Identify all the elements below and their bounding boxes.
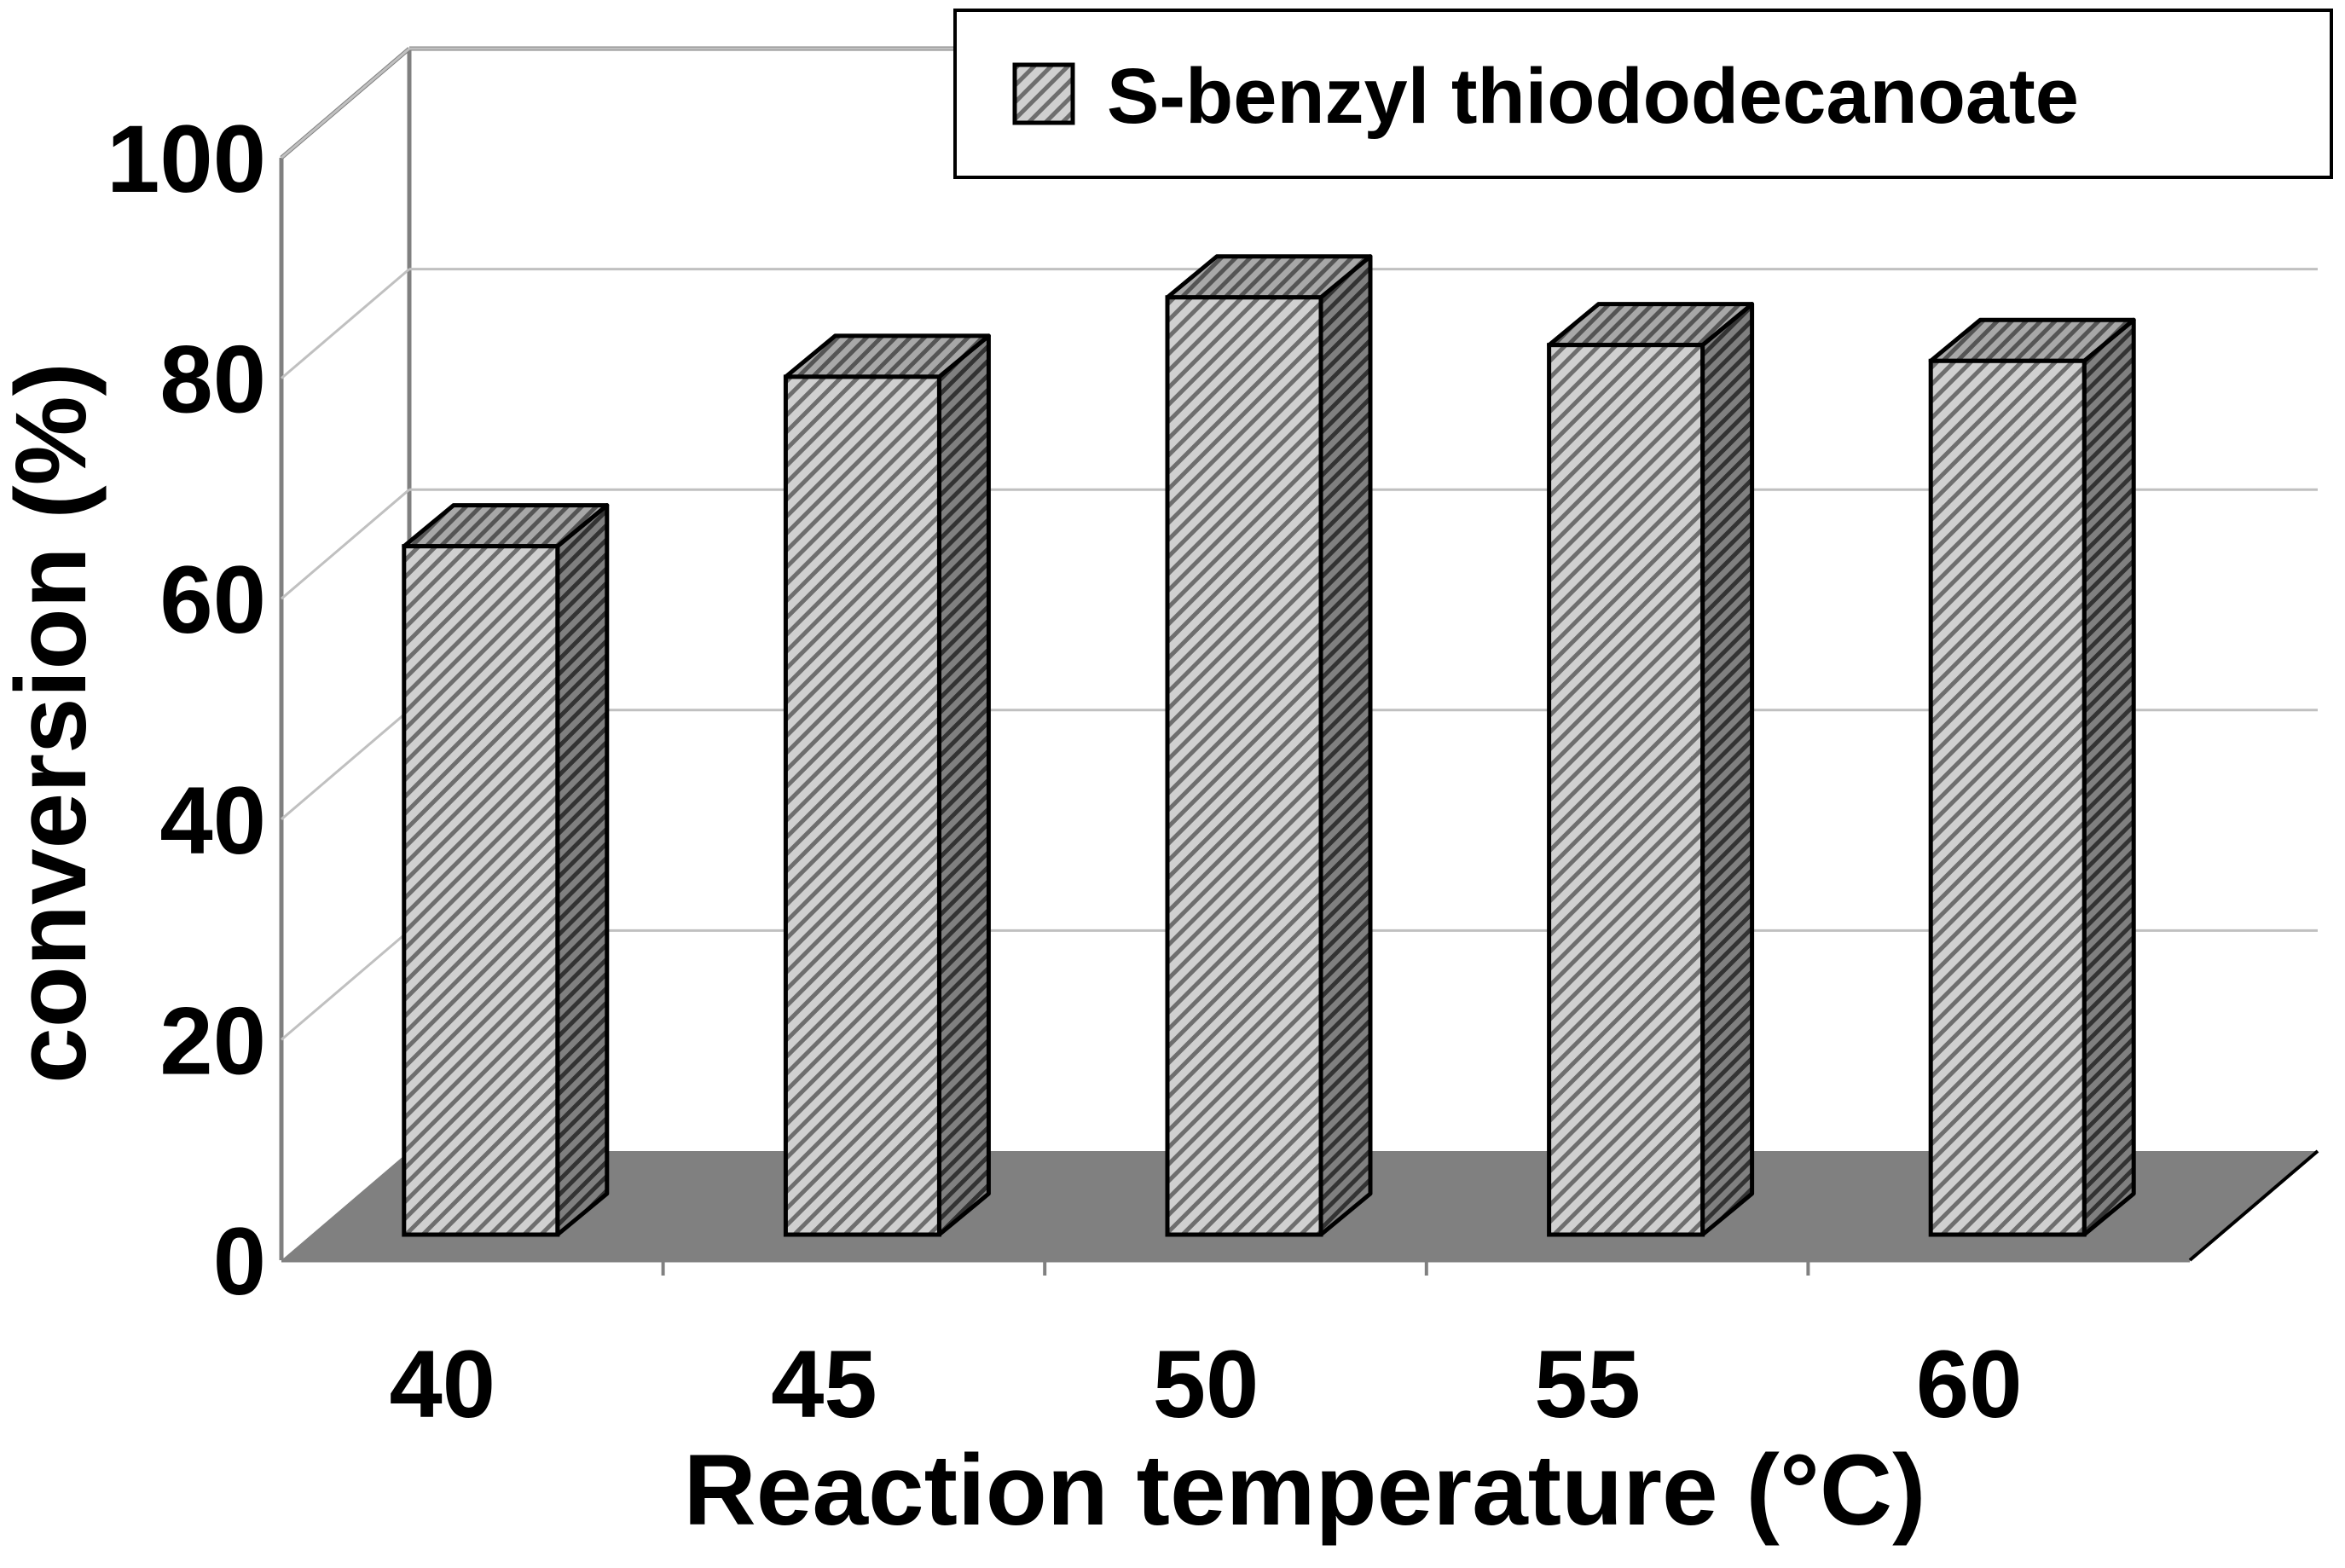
bar-40 xyxy=(402,503,610,1237)
gridline-side xyxy=(281,489,410,600)
y-tick-label: 100 xyxy=(107,106,266,212)
y-axis-ticks: 0 20 40 60 80 100 xyxy=(107,106,266,1315)
gridline-side xyxy=(281,929,410,1041)
bar-side xyxy=(936,333,991,1237)
bar-front xyxy=(1928,358,2087,1237)
gridline-side xyxy=(281,47,410,159)
y-tick-label: 20 xyxy=(159,987,266,1094)
bar-front xyxy=(1165,295,1323,1237)
gridline-side xyxy=(281,709,410,820)
bar-front xyxy=(783,374,941,1237)
bar-60 xyxy=(1928,317,2136,1237)
bar-side xyxy=(1700,302,1755,1237)
x-tick-label: 55 xyxy=(1534,1331,1641,1438)
x-tick-label: 40 xyxy=(390,1331,496,1438)
legend-swatch xyxy=(1012,62,1075,125)
floor-right-edge xyxy=(2188,1149,2319,1262)
y-tick-label: 80 xyxy=(159,327,266,433)
y-tick-label: 0 xyxy=(213,1208,266,1315)
gridline-side xyxy=(281,268,410,379)
bar-side xyxy=(1318,254,1373,1237)
bar-side xyxy=(555,503,610,1237)
bar-45 xyxy=(783,333,991,1237)
bar-front xyxy=(1547,343,1705,1237)
bars xyxy=(402,254,2136,1237)
bar-front xyxy=(402,544,560,1237)
bar-55 xyxy=(1547,302,1755,1237)
x-tick-label: 50 xyxy=(1153,1331,1259,1438)
x-axis-ticks: 40 45 50 55 60 xyxy=(390,1331,2023,1438)
legend: S-benzyl thiododecanoate xyxy=(953,9,2333,179)
y-axis-title: conversion (%) xyxy=(0,362,107,1084)
legend-box xyxy=(953,9,2333,179)
legend-label: S-benzyl thiododecanoate xyxy=(1107,53,2079,140)
x-axis-title: Reaction temperature (°C) xyxy=(684,1434,1926,1547)
x-tick-label: 45 xyxy=(771,1331,877,1438)
y-tick-label: 40 xyxy=(159,767,266,874)
bar-50 xyxy=(1165,254,1373,1237)
y-tick-label: 60 xyxy=(159,547,266,653)
bar-side xyxy=(2082,317,2136,1237)
x-tick-label: 60 xyxy=(1916,1331,2023,1438)
